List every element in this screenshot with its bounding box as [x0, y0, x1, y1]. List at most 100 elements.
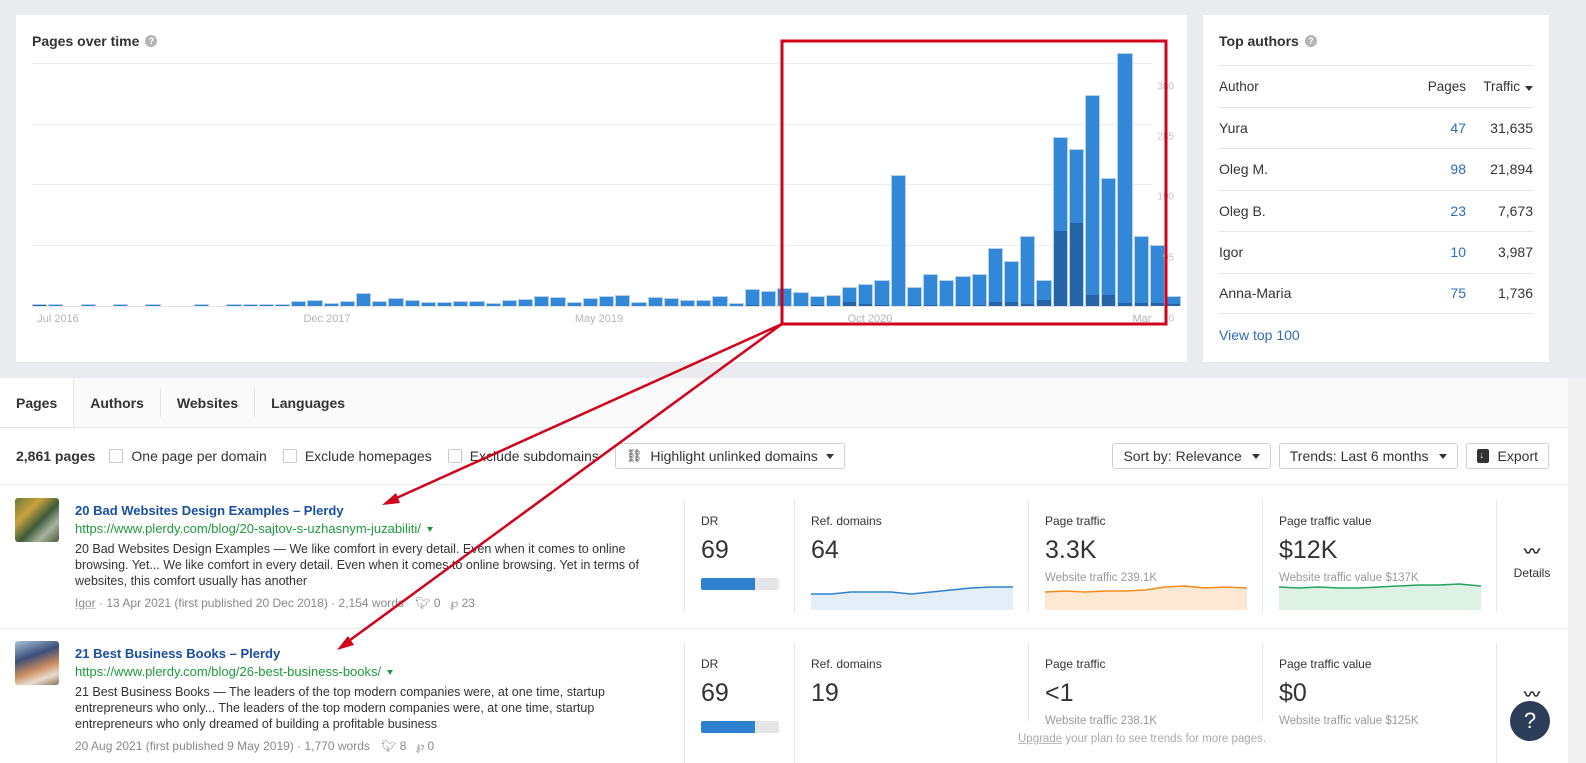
checkbox-icon[interactable]	[282, 449, 297, 463]
chart-bar[interactable]	[1052, 136, 1068, 306]
chart-bar[interactable]	[372, 300, 388, 306]
chart-bar[interactable]	[80, 304, 96, 306]
author-pages-link[interactable]: 47	[1450, 119, 1466, 136]
chart-bar[interactable]	[923, 274, 939, 306]
upgrade-link[interactable]: Upgrade	[1018, 733, 1063, 745]
chart-bar[interactable]	[680, 299, 696, 306]
chart-bar[interactable]	[728, 302, 744, 306]
tab-languages[interactable]: Languages	[271, 394, 346, 411]
chart-bar[interactable]	[955, 275, 971, 306]
chart-bar[interactable]	[696, 299, 712, 306]
author-pages-link[interactable]: 23	[1450, 202, 1466, 219]
chart-bar[interactable]	[113, 304, 129, 306]
checkbox-icon[interactable]	[109, 449, 124, 463]
question-circle-icon[interactable]: ?	[145, 35, 158, 47]
tab-pages[interactable]: Pages	[0, 378, 75, 427]
result-url[interactable]: https://www.plerdy.com/blog/20-sajtov-s-…	[75, 521, 433, 536]
chart-bar[interactable]	[939, 280, 955, 306]
chart-bar[interactable]	[712, 296, 728, 306]
chart-bar[interactable]	[339, 300, 355, 306]
chart-bar[interactable]	[32, 304, 48, 306]
result-url[interactable]: https://www.plerdy.com/blog/26-best-busi…	[75, 664, 394, 679]
sort-by-dropdown[interactable]: Sort by: Relevance	[1112, 443, 1271, 469]
view-top-100-link[interactable]: View top 100	[1219, 327, 1300, 343]
chart-bar[interactable]	[242, 304, 258, 306]
chart-bar[interactable]	[971, 274, 987, 306]
export-button[interactable]: Export	[1465, 443, 1549, 469]
tab-websites[interactable]: Websites	[176, 394, 239, 411]
column-header-author[interactable]: Author	[1219, 78, 1259, 94]
chart-bar[interactable]	[761, 291, 777, 306]
chart-bar[interactable]	[615, 295, 631, 306]
chart-bar[interactable]	[1133, 235, 1149, 306]
chart-bar[interactable]	[469, 300, 485, 306]
details-button[interactable]: 〰	[1509, 681, 1555, 709]
chart-bar[interactable]	[1101, 178, 1117, 306]
url-text[interactable]: https://www.plerdy.com/blog/20-sajtov-s-…	[75, 521, 421, 536]
chart-bar[interactable]	[842, 287, 858, 306]
chart-bar[interactable]	[323, 302, 339, 306]
chart-bar[interactable]	[1166, 296, 1182, 306]
column-header-pages[interactable]: Pages	[1427, 78, 1466, 94]
chart-bar[interactable]	[582, 298, 598, 306]
chart-bar[interactable]	[356, 293, 372, 306]
help-button[interactable]: ?	[1510, 701, 1550, 741]
result-title-link[interactable]: 20 Bad Websites Design Examples – Plerdy	[75, 503, 344, 518]
highlight-unlinked-domains-button[interactable]: ⛓ Highlight unlinked domains	[614, 443, 845, 469]
chevron-down-icon[interactable]	[426, 527, 433, 533]
chart-bar[interactable]	[518, 298, 534, 306]
chart-bar[interactable]	[437, 301, 453, 306]
chart-bar[interactable]	[599, 295, 615, 306]
chart-bar[interactable]	[858, 284, 874, 306]
url-text[interactable]: https://www.plerdy.com/blog/26-best-busi…	[75, 664, 382, 679]
author-pages-link[interactable]: 98	[1450, 161, 1466, 178]
chart-bar[interactable]	[1020, 235, 1036, 306]
chart-bar[interactable]	[453, 300, 469, 306]
chevron-down-icon[interactable]	[387, 670, 394, 676]
scrollbar[interactable]	[1568, 378, 1586, 763]
chart-bar[interactable]	[906, 286, 922, 306]
chart-bar[interactable]	[566, 301, 582, 306]
chart-bar[interactable]	[890, 174, 906, 306]
exclude-subdomains-checkbox[interactable]: Exclude subdomains	[447, 448, 599, 464]
column-header-traffic[interactable]: Traffic	[1466, 79, 1533, 94]
chart-bar[interactable]	[485, 302, 501, 306]
chart-bar[interactable]	[825, 295, 841, 306]
author-pages-link[interactable]: 10	[1450, 244, 1466, 261]
question-circle-icon[interactable]: ?	[1304, 35, 1317, 47]
chart-bar[interactable]	[744, 288, 760, 306]
chart-bar[interactable]	[631, 301, 647, 306]
chart-bar[interactable]	[534, 295, 550, 306]
chart-bar[interactable]	[777, 288, 793, 306]
chart-bar[interactable]	[874, 280, 890, 306]
chart-bar[interactable]	[793, 291, 809, 306]
chart-bar[interactable]	[987, 248, 1003, 306]
chart-bar[interactable]	[194, 304, 210, 306]
author-link[interactable]: Igor	[75, 596, 96, 610]
chart-bar[interactable]	[809, 295, 825, 306]
result-title-link[interactable]: 21 Best Business Books – Plerdy	[75, 646, 281, 661]
chart-bar[interactable]	[1085, 94, 1101, 306]
chart-bar[interactable]	[226, 304, 242, 306]
chart-bar[interactable]	[663, 298, 679, 306]
trends-dropdown[interactable]: Trends: Last 6 months	[1278, 443, 1458, 469]
chart-bar[interactable]	[647, 297, 663, 306]
chart-bar[interactable]	[145, 304, 161, 306]
chart-bar[interactable]	[404, 299, 420, 306]
exclude-homepages-checkbox[interactable]: Exclude homepages	[282, 448, 432, 464]
chart-bar[interactable]	[48, 304, 64, 306]
chart-bar[interactable]	[420, 301, 436, 306]
chart-bar[interactable]	[1117, 53, 1133, 306]
chart-bar[interactable]	[275, 304, 291, 306]
chart-bar[interactable]	[258, 304, 274, 306]
tab-authors[interactable]: Authors	[90, 394, 144, 411]
chart-bar[interactable]	[1068, 149, 1084, 306]
details-button[interactable]: 〰 Details	[1509, 538, 1555, 580]
chart-bar[interactable]	[550, 297, 566, 306]
checkbox-icon[interactable]	[447, 449, 462, 463]
author-pages-link[interactable]: 75	[1450, 285, 1466, 302]
chart-bar[interactable]	[388, 298, 404, 306]
chart-bar[interactable]	[1004, 261, 1020, 306]
one-page-per-domain-checkbox[interactable]: One page per domain	[109, 448, 267, 464]
chart-bar[interactable]	[1036, 280, 1052, 306]
